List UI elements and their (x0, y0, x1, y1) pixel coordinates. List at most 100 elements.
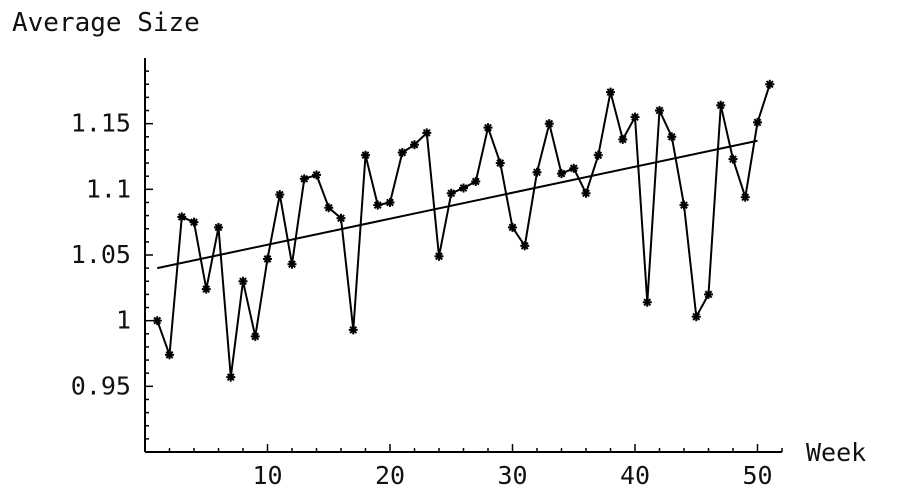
x-tick-label: 10 (252, 461, 282, 490)
data-point (593, 150, 603, 160)
data-point-stroke (471, 177, 480, 186)
data-point (324, 203, 334, 213)
data-point-stroke (386, 198, 394, 207)
data-point (520, 241, 530, 251)
data-point (373, 200, 383, 210)
x-tick-label: 40 (620, 461, 650, 490)
data-point-stroke (361, 151, 370, 160)
data-line (156, 83, 771, 379)
data-point-stroke (680, 201, 688, 209)
data-point-stroke (631, 113, 639, 121)
data-point (667, 132, 677, 142)
x-axis-title: Week (806, 438, 866, 467)
data-point-stroke (288, 260, 296, 269)
data-point-stroke (459, 184, 468, 192)
data-point (459, 183, 468, 193)
data-point (544, 119, 554, 129)
axes (144, 58, 782, 453)
data-point (226, 372, 236, 382)
data-point-stroke (496, 159, 505, 167)
data-point (704, 289, 713, 299)
y-tick-label: 1 (116, 306, 131, 335)
data-series-layer (156, 83, 771, 379)
data-point-stroke (533, 168, 541, 177)
data-point (434, 251, 444, 261)
data-point-stroke (410, 140, 419, 149)
y-tick-label: 1.05 (71, 240, 131, 269)
data-point (250, 331, 260, 341)
data-point-stroke (594, 151, 603, 160)
data-point (201, 284, 211, 294)
y-tick-label: 0.95 (71, 371, 131, 400)
data-point-stroke (190, 218, 198, 227)
data-point (446, 188, 456, 198)
data-point-stroke (177, 213, 186, 221)
data-point (312, 170, 321, 180)
data-point-stroke (398, 148, 407, 157)
x-axis-ticks: 10 20 30 40 50 (168, 444, 783, 490)
data-point (189, 217, 199, 227)
data-point (508, 222, 517, 232)
data-point-stroke (729, 155, 737, 164)
data-point (655, 106, 664, 116)
data-point-stroke (716, 101, 725, 110)
data-point-stroke (753, 118, 762, 127)
data-markers-layer (152, 79, 775, 382)
data-point-stroke (251, 332, 260, 341)
data-point (410, 140, 419, 150)
data-point-stroke (447, 189, 456, 198)
x-tick-label: 50 (742, 461, 772, 490)
data-point (397, 148, 407, 158)
data-point (361, 150, 370, 160)
data-point (483, 123, 493, 133)
data-point-stroke (655, 106, 664, 115)
data-point-stroke (618, 135, 627, 144)
data-point-stroke (324, 203, 333, 212)
data-point (263, 254, 272, 264)
data-point-stroke (557, 169, 566, 178)
data-point-stroke (704, 290, 713, 299)
data-point (238, 276, 248, 286)
data-point-stroke (582, 189, 590, 198)
data-point (557, 169, 566, 179)
y-tick-label: 1.15 (71, 109, 131, 138)
data-point (348, 325, 358, 335)
data-point (753, 117, 762, 127)
data-point (679, 200, 689, 210)
data-point (471, 176, 481, 186)
data-point (532, 167, 542, 177)
data-point (336, 213, 346, 223)
data-point-stroke (606, 88, 615, 97)
data-point (275, 190, 285, 200)
data-point-stroke (165, 350, 174, 359)
data-point (165, 350, 174, 360)
data-point (569, 163, 579, 173)
data-point-stroke (300, 174, 309, 183)
data-point-stroke (667, 132, 676, 141)
data-point (299, 174, 309, 184)
data-point-stroke (508, 223, 517, 232)
data-point-stroke (373, 201, 382, 209)
data-point (716, 100, 726, 110)
data-point-stroke (153, 316, 162, 325)
data-point-stroke (422, 128, 431, 137)
data-point-stroke (226, 373, 235, 382)
x-tick-label: 20 (375, 461, 405, 490)
trend-line-layer (157, 139, 758, 270)
data-point (728, 154, 738, 164)
data-point (606, 87, 615, 97)
data-point (581, 188, 591, 198)
data-point-stroke (484, 123, 492, 132)
y-axis-ticks: 0.95 1 1.05 1.1 1.15 (71, 70, 153, 440)
data-point-stroke (643, 298, 652, 307)
x-tick-label: 30 (497, 461, 527, 490)
data-point (214, 222, 223, 232)
data-point-stroke (312, 170, 321, 179)
data-point-stroke (275, 190, 284, 199)
data-point (385, 197, 395, 207)
data-point-stroke (741, 193, 750, 202)
data-point (765, 79, 775, 89)
data-point (642, 297, 652, 307)
data-point (740, 192, 750, 202)
